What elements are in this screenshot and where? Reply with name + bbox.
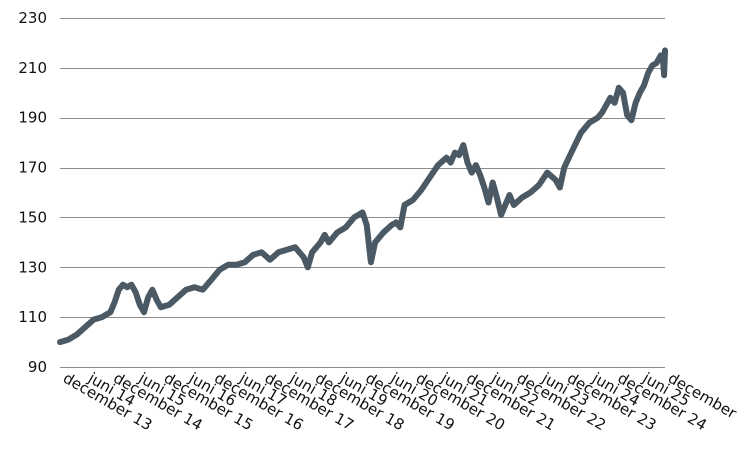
series-line-0 <box>57 47 668 346</box>
y-tick-label-130: 130 <box>18 258 47 276</box>
y-tick-label-90: 90 <box>28 358 47 376</box>
y-tick-label-150: 150 <box>18 208 47 226</box>
y-tick-label-190: 190 <box>18 109 47 127</box>
series-layer <box>57 47 668 346</box>
y-tick-label-170: 170 <box>18 159 47 177</box>
y-tick-label-110: 110 <box>18 308 47 326</box>
grid-lines <box>60 18 665 368</box>
y-axis-tick-labels: 90 110 130 150 170 190 210 230 <box>18 9 47 376</box>
y-tick-label-230: 230 <box>18 9 47 27</box>
y-tick-label-210: 210 <box>18 59 47 77</box>
